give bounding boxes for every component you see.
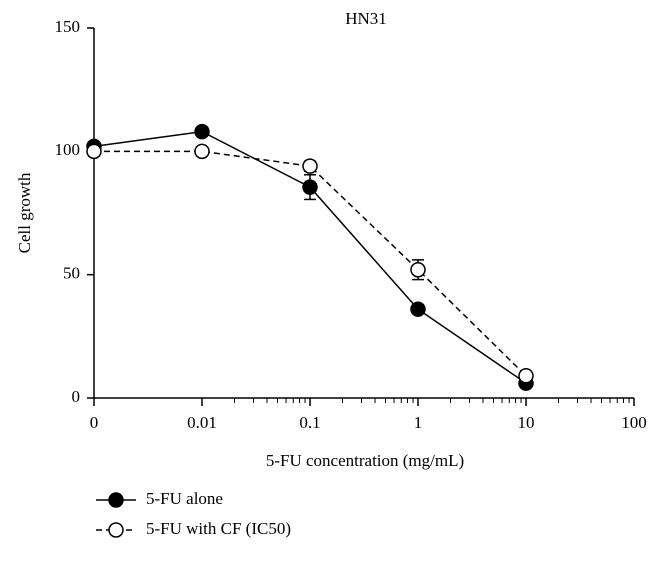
marker — [518, 368, 534, 384]
x-tick-label: 0.1 — [299, 413, 320, 432]
y-tick-label: 100 — [55, 140, 81, 159]
y-tick-label: 0 — [72, 387, 81, 406]
marker — [302, 158, 318, 174]
legend-marker — [108, 492, 124, 508]
x-tick-label: 0 — [90, 413, 99, 432]
x-axis-label: 5-FU concentration (mg/mL) — [266, 451, 464, 470]
marker — [410, 301, 426, 317]
marker — [302, 179, 318, 195]
y-tick-label: 150 — [55, 17, 81, 36]
series-line — [94, 150, 527, 377]
legend-marker — [108, 522, 124, 538]
y-axis-label: Cell growth — [15, 172, 34, 253]
x-tick-label: 1 — [414, 413, 423, 432]
marker — [194, 143, 210, 160]
x-tick-label: 10 — [518, 413, 535, 432]
y-tick-label: 50 — [63, 264, 80, 283]
marker — [194, 123, 210, 140]
x-tick-label: 100 — [621, 413, 647, 432]
x-tick-label: 0.01 — [187, 413, 217, 432]
legend-label: 5-FU with CF (IC50) — [146, 519, 291, 538]
legend-label: 5-FU alone — [146, 489, 223, 508]
chart-title: HN31 — [345, 9, 387, 28]
marker — [410, 261, 426, 278]
marker — [86, 143, 102, 160]
